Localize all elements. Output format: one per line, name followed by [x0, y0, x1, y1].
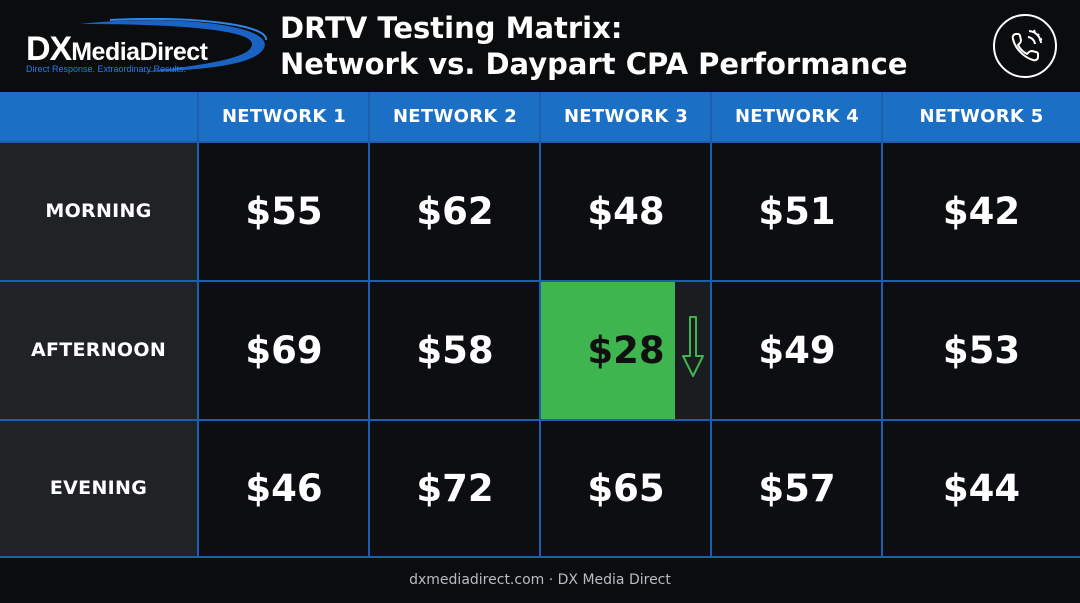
grid-line: [0, 280, 1080, 282]
grid-line: [197, 92, 199, 558]
cpa-cell: $69: [199, 282, 369, 419]
cpa-cell: $62: [370, 143, 540, 280]
row-label-evening: EVENING: [0, 421, 197, 556]
column-header-network-4: NETWORK 4: [734, 106, 860, 127]
cpa-cell: $65: [541, 421, 711, 556]
best-cpa-value: $28: [587, 329, 665, 372]
cpa-cell: $58: [370, 282, 540, 419]
grid-line: [368, 92, 370, 558]
best-cpa-highlight: [541, 282, 675, 419]
grid-line: [0, 419, 1080, 421]
title-line-2: Network vs. Daypart CPA Performance: [280, 47, 908, 81]
column-header-network-2: NETWORK 2: [392, 106, 518, 127]
header: DXMediaDirect Direct Response. Extraordi…: [0, 0, 1080, 92]
column-header-network-3: NETWORK 3: [563, 106, 689, 127]
footer-text: dxmediadirect.com · DX Media Direct: [409, 572, 671, 588]
cpa-cell: $42: [883, 143, 1080, 280]
logo-name: MediaDirect: [71, 38, 208, 66]
logo-swoosh: [80, 18, 267, 72]
logo-wordmark: DXMediaDirect: [26, 30, 208, 69]
row-label-afternoon: AFTERNOON: [0, 282, 197, 419]
cpa-cell: $51: [712, 143, 882, 280]
column-header-network-1: NETWORK 1: [221, 106, 347, 127]
page-title: DRTV Testing Matrix: Network vs. Daypart…: [280, 10, 908, 82]
cpa-cell: $53: [883, 282, 1080, 419]
column-header-network-5: NETWORK 5: [919, 106, 1044, 127]
row-label-morning: MORNING: [0, 143, 197, 280]
cpa-cell: $72: [370, 421, 540, 556]
grid-line: [0, 141, 1080, 143]
logo-dx: DX: [26, 30, 72, 68]
logo-tagline: Direct Response. Extraordinary Results.: [26, 64, 187, 74]
grid-line: [0, 556, 1080, 558]
arrow-down-icon: [682, 316, 704, 377]
cpa-cell: $57: [712, 421, 882, 556]
phone-ringing-icon: [993, 14, 1057, 78]
dx-media-direct-logo: DXMediaDirect Direct Response. Extraordi…: [20, 18, 268, 76]
cpa-cell: $55: [199, 143, 369, 280]
cpa-cell: $46: [199, 421, 369, 556]
title-line-1: DRTV Testing Matrix:: [280, 11, 623, 45]
cpa-cell: $44: [883, 421, 1080, 556]
cpa-cell-best-highlight: $28: [541, 282, 711, 419]
cpa-matrix: NETWORK 1 NETWORK 2 NETWORK 3 NETWORK 4 …: [0, 92, 1080, 558]
cpa-cell: $48: [541, 143, 711, 280]
grid-line: [710, 92, 712, 558]
grid-line: [881, 92, 883, 558]
grid-line: [539, 92, 541, 558]
cpa-cell: $49: [712, 282, 882, 419]
header-corner: [0, 92, 198, 141]
